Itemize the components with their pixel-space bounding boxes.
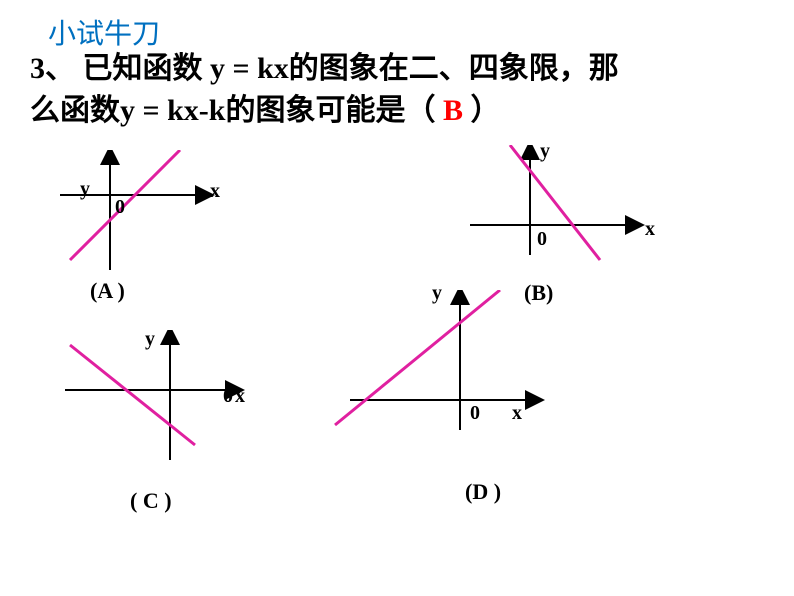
graph-A-label: (A )	[90, 278, 125, 304]
graph-C-label: ( C )	[130, 488, 172, 514]
graph-A-x-label: x	[210, 180, 220, 203]
graph-B-x-label: x	[645, 218, 655, 241]
graph-A-y-label: y	[80, 178, 90, 201]
question-line2: 么函数y = kx-k的图象可能是（	[30, 94, 443, 127]
graph-D	[330, 290, 560, 450]
graph-C-x-label: x	[235, 385, 245, 408]
question-line2-end: ）	[463, 94, 501, 127]
graph-A	[60, 150, 230, 280]
graph-C-y-label: y	[145, 328, 155, 351]
graph-B-line	[510, 145, 600, 260]
graph-C-line	[70, 345, 195, 445]
graph-B-y-label: y	[540, 140, 550, 163]
graph-A-line	[70, 150, 180, 260]
graph-A-zero: 0	[115, 196, 125, 219]
question-line1: 已知函数 y = kx的图象在二、四象限，那	[75, 52, 619, 85]
graph-B-zero: 0	[537, 228, 547, 251]
answer-letter: B	[443, 94, 463, 127]
title-text: 小试牛刀	[48, 19, 160, 50]
graph-D-y-label: y	[432, 282, 442, 305]
section-title: 小试牛刀	[48, 12, 160, 52]
graph-B	[470, 145, 670, 275]
graph-C-zero: 0	[223, 385, 233, 408]
question-sep: 、	[45, 52, 75, 85]
question-number: 3	[30, 52, 45, 85]
graph-D-x-label: x	[512, 402, 522, 425]
graph-D-label: (D )	[465, 480, 505, 504]
question-block: 3、 已知函数 y = kx的图象在二、四象限，那 么函数y = kx-k的图象…	[30, 48, 770, 132]
graph-D-zero: 0	[470, 402, 480, 425]
